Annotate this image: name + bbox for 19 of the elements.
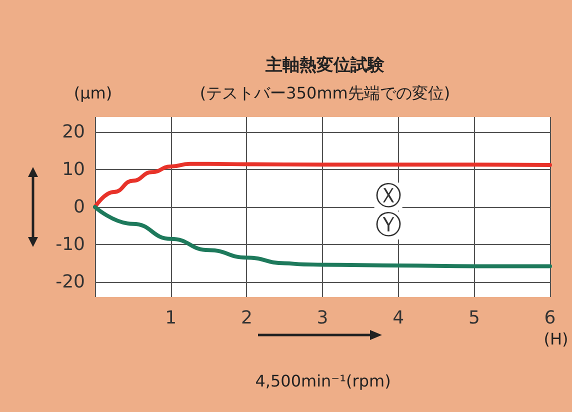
- x-tick-label: 5: [468, 308, 480, 328]
- chart-title: 主軸熱変位試験: [264, 56, 386, 76]
- line-series: [93, 162, 552, 209]
- x-tick-label: 6: [544, 308, 556, 328]
- y-tick-label: -10: [56, 234, 85, 255]
- y-tick-label: 0: [74, 196, 85, 218]
- x-tick-label: 1: [165, 308, 177, 328]
- x-tick-label: 3: [316, 308, 328, 328]
- series-label: Ⓧ: [375, 182, 402, 212]
- x-tick-label: 4: [392, 308, 404, 328]
- y-axis-title: (μm): [74, 84, 112, 102]
- y-tick-label: -20: [56, 272, 85, 292]
- y-tick-label: 10: [62, 159, 85, 180]
- x-axis-title: (H): [544, 330, 568, 348]
- chart-subtitle: (テストバー350mm先端での変位): [200, 84, 450, 102]
- series-label: Ⓨ: [375, 210, 402, 240]
- x-tick-label: 2: [240, 308, 252, 328]
- y-tick-label: 20: [62, 122, 85, 142]
- text: 4,500min⁻¹(rpm): [255, 372, 391, 390]
